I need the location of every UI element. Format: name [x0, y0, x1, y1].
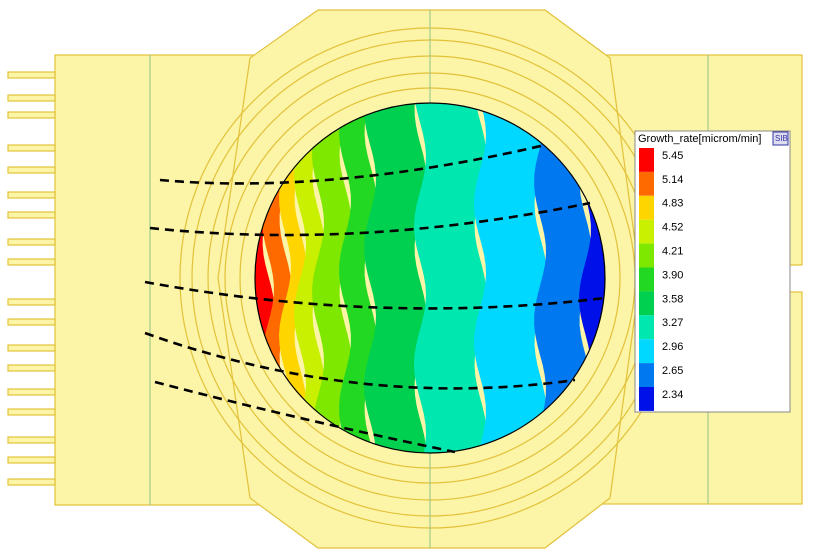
- legend-label: 4.21: [662, 246, 683, 258]
- wafer-edge: [254, 102, 606, 454]
- legend-swatch: [639, 387, 654, 411]
- legend-label: 4.83: [662, 198, 683, 210]
- legend-swatch: [639, 148, 654, 172]
- contour-band: [364, 103, 427, 453]
- dashed-line: [149, 201, 591, 237]
- pins: [7, 71, 56, 486]
- legend-swatch: [639, 291, 654, 316]
- contour-band: [474, 103, 547, 453]
- legend-label: 5.45: [662, 150, 683, 162]
- legend-levels: 5.45 5.14 4.83 4.52 4.21 3.90 3.58 3.27 2.96 2.65…: [639, 148, 683, 411]
- pin: [7, 318, 56, 326]
- pin: [7, 456, 56, 464]
- legend-label: 3.90: [662, 269, 683, 281]
- dashed-line: [154, 380, 456, 454]
- legend-label: 4.52: [662, 222, 683, 234]
- legend-swatch: [639, 267, 654, 292]
- pin: [7, 191, 56, 199]
- legend-swatch: [639, 339, 654, 364]
- legend-button-label[interactable]: SIB: [775, 134, 788, 143]
- legend-label: 3.58: [662, 293, 683, 305]
- pin: [7, 258, 56, 266]
- pin: [7, 144, 56, 152]
- legend-label: 5.14: [662, 174, 683, 186]
- pin: [7, 388, 56, 396]
- legend-label: 3.27: [662, 317, 683, 329]
- legend-label: 2.65: [662, 365, 683, 377]
- legend: Growth_rate[microm/min] SIB 5.45 5.14 4.83…: [634, 130, 791, 413]
- pin: [7, 166, 56, 174]
- pin: [7, 298, 56, 306]
- pin: [7, 211, 56, 219]
- legend-label: 2.96: [662, 341, 683, 353]
- dashed-line: [159, 143, 546, 185]
- legend-swatch: [639, 363, 654, 387]
- pin: [7, 71, 56, 79]
- scan-lines: [144, 143, 606, 454]
- pin: [7, 478, 56, 486]
- pin: [7, 238, 56, 246]
- pin: [7, 408, 56, 416]
- legend-swatch: [639, 243, 654, 268]
- pin: [7, 344, 56, 352]
- pin: [7, 364, 56, 372]
- legend-swatch: [639, 219, 654, 244]
- contour-band: [312, 103, 352, 453]
- legend-swatch: [639, 195, 654, 220]
- contour-band: [294, 103, 325, 453]
- legend-label: 2.34: [662, 389, 683, 401]
- pin: [7, 111, 56, 119]
- contour-band: [279, 103, 307, 453]
- dashed-line: [144, 331, 576, 390]
- dashed-line: [144, 280, 606, 310]
- contour-band: [414, 103, 487, 453]
- legend-swatch: [639, 171, 654, 196]
- legend-swatch: [639, 315, 654, 340]
- pin: [7, 436, 56, 444]
- legend-title: Growth_rate[microm/min]: [638, 133, 761, 145]
- pin: [7, 94, 56, 102]
- legend-box: [634, 130, 791, 413]
- legend-button[interactable]: [772, 131, 789, 146]
